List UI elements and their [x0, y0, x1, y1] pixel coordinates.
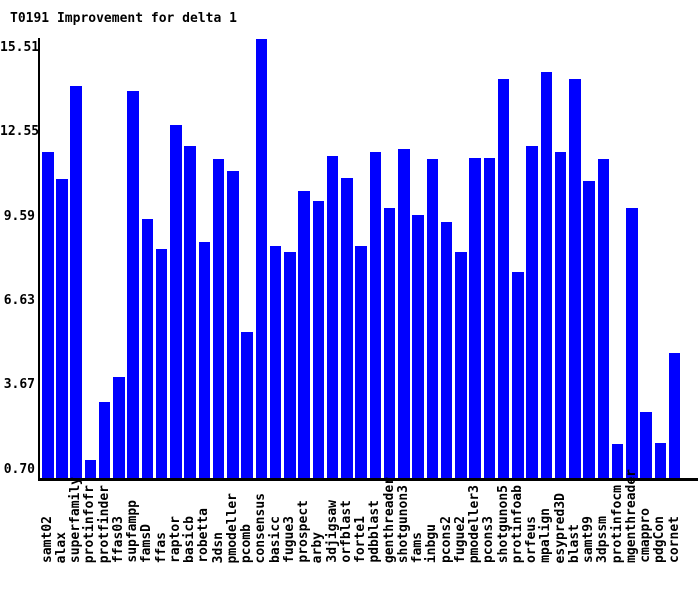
bar-mgenthreader: [626, 208, 638, 479]
bar-shotgunon3: [398, 149, 410, 479]
y-tick-label: 0.70: [3, 462, 35, 477]
bar-fugue3: [284, 252, 296, 479]
bar-3djigsaw: [327, 156, 338, 479]
x-label-pdgCon: pdgCon: [652, 516, 667, 563]
y-axis-line: [38, 38, 40, 481]
bar-protinfocm: [612, 444, 623, 479]
bar-pmodeller: [227, 171, 239, 479]
bar-ffas03: [113, 377, 125, 479]
bar-raptor: [170, 125, 182, 479]
bar-blast: [569, 79, 581, 479]
bar-fams: [412, 215, 424, 479]
bar-protfinder: [99, 402, 110, 479]
bar-arby: [313, 201, 324, 479]
bar-mpalign: [541, 72, 552, 479]
bar-ffas: [156, 249, 167, 479]
bar-esypred3D: [555, 152, 566, 479]
bar-protinfofr: [85, 460, 96, 479]
bar-cornet: [669, 353, 680, 479]
x-label-arby: arby: [310, 531, 325, 563]
bar-robetta: [199, 242, 210, 479]
bar-prospect: [298, 191, 310, 479]
bar-pcons3: [484, 158, 495, 479]
bar-cmappro: [640, 412, 652, 479]
bar-pmodeller3: [469, 158, 481, 479]
x-label-protinfofr: protinfofr: [82, 484, 97, 563]
x-label-pcons3: pcons3: [481, 516, 496, 563]
bar-forte1: [355, 246, 367, 479]
bar-genthreader: [384, 208, 395, 479]
bar-pdgCon: [655, 443, 666, 479]
bar-orfblast: [341, 178, 353, 479]
bar-orfeus: [526, 146, 538, 479]
bar-pdbblast: [370, 152, 381, 479]
y-tick-label: 3.67: [3, 377, 35, 392]
x-axis-line: [38, 478, 698, 481]
y-tick-label: 6.63: [3, 293, 35, 308]
chart-title: T0191 Improvement for delta 1: [10, 11, 237, 26]
x-label-cornet: cornet: [667, 516, 682, 563]
x-label-famsD: famsD: [139, 523, 154, 563]
x-label-mpalign: mpalign: [538, 508, 553, 563]
bar-superfamily: [70, 86, 82, 479]
bar-3dpssm: [598, 159, 609, 479]
bar-fugue2: [455, 252, 467, 479]
bar-alax: [56, 179, 68, 479]
bar-basicc: [270, 246, 281, 479]
y-tick-label: 12.55: [0, 124, 40, 139]
bar-pcons2: [441, 222, 452, 479]
x-label-pdbblast: pdbblast: [367, 500, 382, 563]
bar-protinfoab: [512, 272, 524, 479]
bar-3dsn: [213, 159, 224, 479]
bar-shotgunon5: [498, 79, 509, 479]
x-label-robetta: robetta: [196, 508, 211, 563]
x-label-3dpssm: 3dpssm: [595, 516, 610, 563]
bar-pcomb: [241, 332, 253, 479]
bar-inbgu: [427, 159, 438, 479]
bar-samt02: [42, 152, 54, 479]
bar-basicb: [184, 146, 196, 479]
bar-supfampp: [127, 91, 139, 479]
x-label-consensus: consensus: [253, 492, 268, 563]
x-label-inbgu: inbgu: [424, 523, 439, 563]
y-tick-label: 15.51: [0, 40, 40, 55]
y-tick-label: 9.59: [3, 209, 35, 224]
bar-consensus: [256, 39, 267, 479]
bar-famsD: [142, 219, 153, 479]
bar-samt99: [583, 181, 595, 479]
